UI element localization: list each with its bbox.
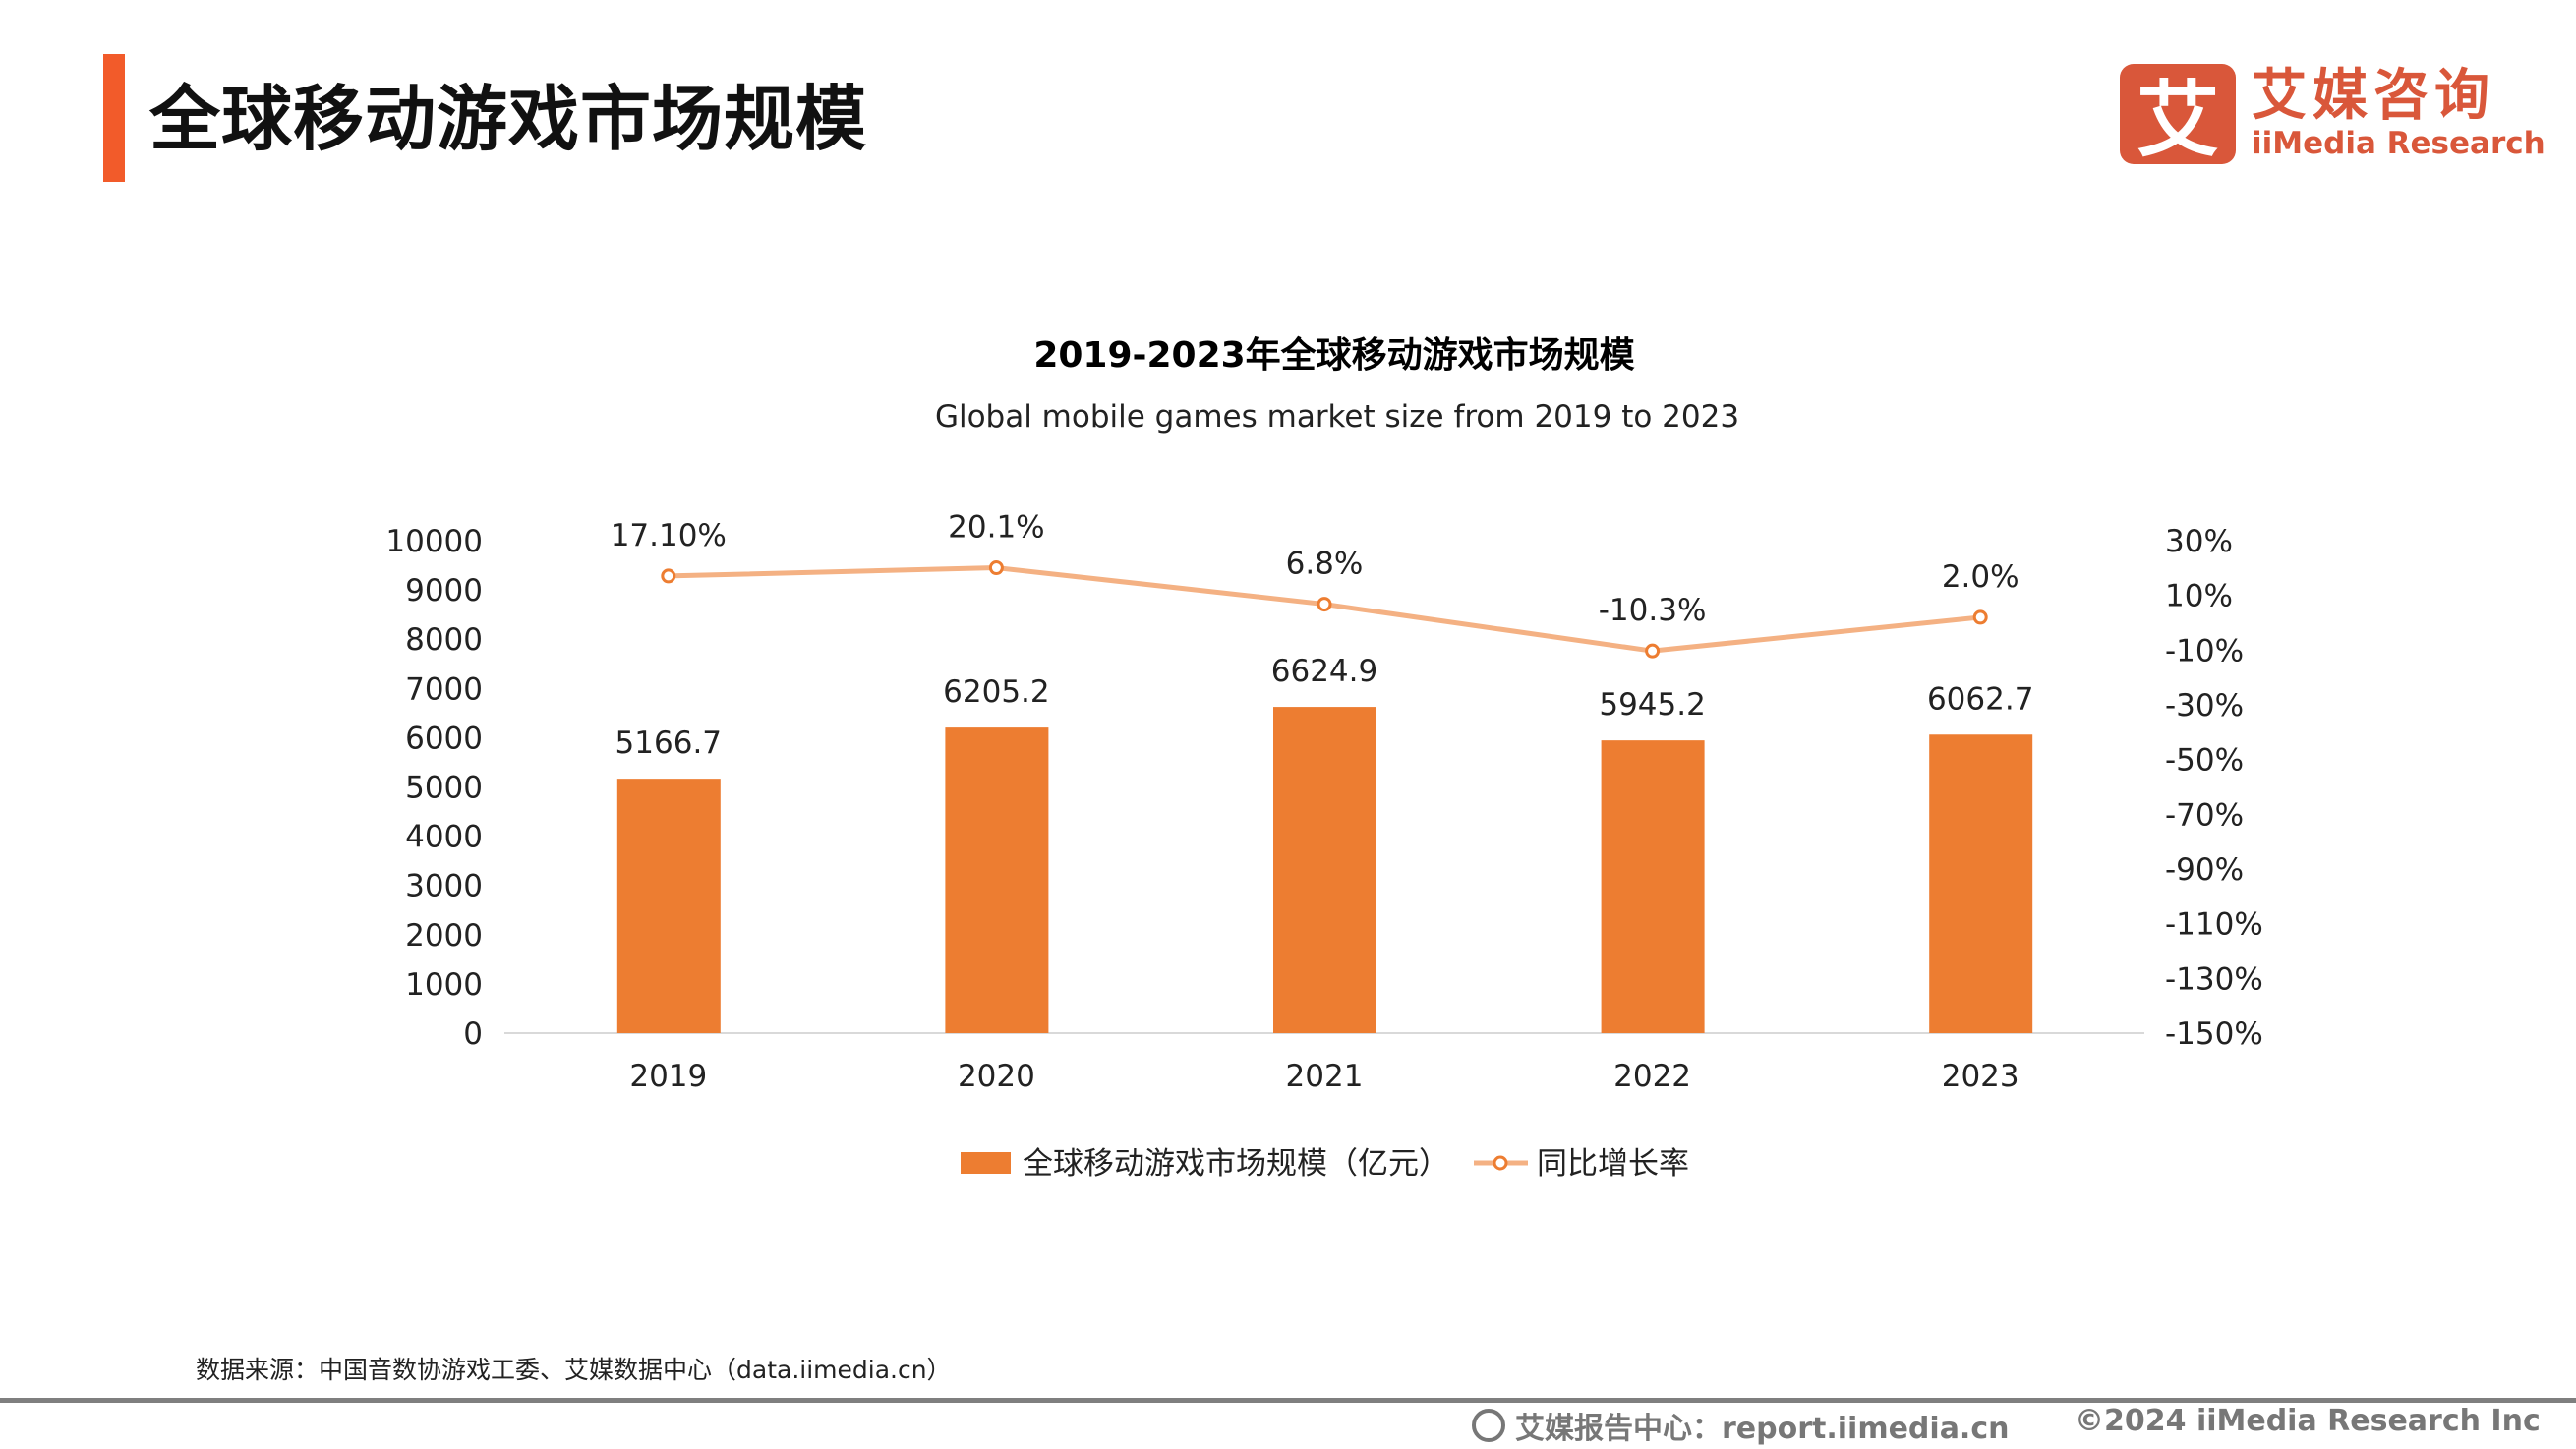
bar <box>1601 740 1705 1033</box>
globe-icon <box>1472 1409 1505 1442</box>
title-accent-bar <box>103 54 125 182</box>
legend-bar-swatch <box>961 1152 1011 1174</box>
x-axis-tick: 2023 <box>1942 1059 2020 1094</box>
left-axis-tick: 5000 <box>405 771 483 806</box>
footer-divider <box>0 1398 2576 1403</box>
bar <box>1273 707 1376 1033</box>
footer-report-text: 艾媒报告中心：report.iimedia.cn <box>1515 1412 2010 1446</box>
bar-data-label: 5166.7 <box>615 725 722 761</box>
x-axis-tick: 2019 <box>629 1059 707 1094</box>
chart-subtitle: Global mobile games market size from 201… <box>935 399 1739 435</box>
right-axis-tick: -70% <box>2165 797 2244 833</box>
footer-copyright: ©2024 iiMedia Research Inc <box>2075 1404 2541 1438</box>
page-title: 全球移动游戏市场规模 <box>149 78 868 160</box>
logo-en: iiMedia Research <box>2252 125 2546 161</box>
right-axis-tick: -130% <box>2165 961 2263 997</box>
right-axis-tick: -30% <box>2165 688 2244 724</box>
growth-point <box>1317 597 1332 612</box>
growth-data-label: 2.0% <box>1942 559 2020 595</box>
right-axis-tick: -50% <box>2165 743 2244 779</box>
legend-line-marker <box>1493 1155 1508 1171</box>
left-axis-tick: 3000 <box>405 869 483 904</box>
logo: 艾 艾媒咨询 iiMedia Research <box>2120 62 2546 168</box>
growth-data-label: -10.3% <box>1599 593 1707 628</box>
bar <box>945 727 1049 1033</box>
x-axis-tick: 2022 <box>1613 1059 1691 1094</box>
left-axis-tick: 1000 <box>405 967 483 1003</box>
right-axis-tick: 30% <box>2165 524 2233 559</box>
left-axis-tick: 0 <box>463 1016 483 1052</box>
legend-line-label: 同比增长率 <box>1537 1146 1689 1182</box>
right-axis-tick: 10% <box>2165 579 2233 614</box>
growth-point <box>661 568 676 584</box>
bar-data-label: 6062.7 <box>1927 681 2033 717</box>
logo-mark: 艾 <box>2120 63 2236 168</box>
bar-data-label: 5945.2 <box>1599 687 1705 723</box>
left-axis-tick: 2000 <box>405 918 483 954</box>
logo-cn: 艾媒咨询 <box>2252 63 2495 128</box>
legend-bar-label: 全球移动游戏市场规模（亿元） <box>1023 1146 1449 1182</box>
growth-point <box>1645 643 1661 659</box>
x-axis-tick: 2021 <box>1286 1059 1364 1094</box>
growth-data-label: 6.8% <box>1286 547 1364 582</box>
left-axis-tick: 10000 <box>385 524 483 559</box>
data-source: 数据来源：中国音数协游戏工委、艾媒数据中心（data.iimedia.cn） <box>196 1356 952 1384</box>
bar-data-label: 6205.2 <box>943 674 1049 710</box>
growth-data-label: 17.10% <box>611 518 727 553</box>
legend: 全球移动游戏市场规模（亿元） 同比增长率 <box>961 1146 1689 1182</box>
bar <box>616 779 721 1033</box>
right-axis-tick: -150% <box>2165 1016 2263 1052</box>
left-axis-tick: 6000 <box>405 721 483 756</box>
left-axis-tick: 9000 <box>405 573 483 609</box>
growth-point <box>1972 609 1988 625</box>
footer-report-center[interactable]: 艾媒报告中心：report.iimedia.cn <box>1472 1404 2009 1447</box>
growth-point <box>988 560 1004 576</box>
right-axis-tick: -10% <box>2165 633 2244 668</box>
right-axis-tick: -90% <box>2165 852 2244 888</box>
bar <box>1929 734 2033 1033</box>
right-axis-tick: -110% <box>2165 907 2263 943</box>
left-axis-tick: 8000 <box>405 622 483 658</box>
bar-data-label: 6624.9 <box>1271 654 1377 689</box>
growth-data-label: 20.1% <box>948 510 1044 546</box>
left-axis-tick: 7000 <box>405 671 483 707</box>
chart-title: 2019-2023年全球移动游戏市场规模 <box>1033 334 1634 376</box>
left-axis-tick: 4000 <box>405 820 483 855</box>
x-axis-tick: 2020 <box>958 1059 1035 1094</box>
